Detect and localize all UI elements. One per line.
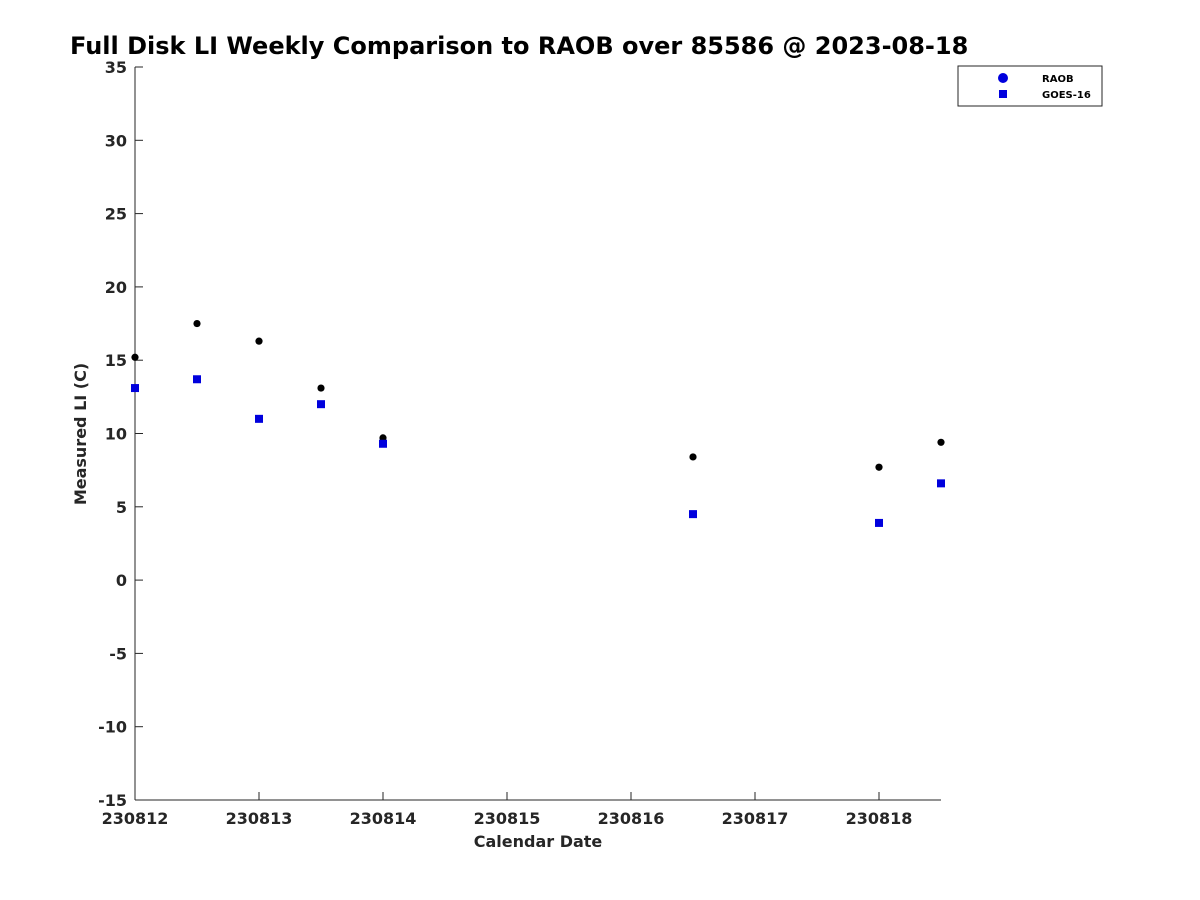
chart-title: Full Disk LI Weekly Comparison to RAOB o… [70, 32, 968, 60]
raob-point [193, 319, 201, 328]
legend-label: GOES-16 [1042, 90, 1091, 101]
y-tick-label: 0 [116, 571, 127, 590]
y-tick-label: 15 [105, 351, 127, 370]
x-tick-label: 230816 [598, 809, 665, 828]
legend-box [957, 65, 1103, 107]
y-tick-label: 5 [116, 498, 127, 517]
y-tick-label: -10 [98, 718, 127, 737]
raob-point [689, 453, 697, 461]
x-tick-label: 230817 [722, 809, 789, 828]
y-tick-label: -15 [98, 791, 127, 810]
y-tick-label: -5 [109, 644, 127, 663]
y-tick-label: 30 [105, 131, 127, 150]
goes-16-point [193, 375, 201, 384]
goes-16-point [255, 414, 263, 423]
raob-point [875, 463, 883, 471]
raob-point [937, 438, 945, 446]
y-tick-label: 10 [105, 425, 127, 444]
data-marks [131, 319, 945, 527]
goes-16-point [689, 510, 697, 519]
goes-16-point [875, 518, 883, 527]
x-tick-label: 230812 [102, 809, 169, 828]
y-axis-label: Measured LI (C) [71, 363, 90, 505]
y-tick-label: 35 [105, 58, 127, 77]
goes-16-point [379, 439, 387, 448]
goes-16-point [317, 400, 325, 409]
raob-point [379, 434, 387, 442]
x-tick-label: 230814 [350, 809, 417, 828]
legend-marker-circle [998, 73, 1008, 83]
x-tick-label: 230813 [226, 809, 293, 828]
raob-point [131, 353, 139, 361]
raob-point [255, 337, 263, 345]
x-axis-label: Calendar Date [474, 832, 603, 851]
axes: -15 -10 -5 0 5 10 15 20 25 30 35 230812 230813 230814… [98, 58, 941, 828]
y-tick-label: 25 [105, 205, 127, 224]
goes-16-point [937, 479, 945, 488]
y-tick-label: 20 [105, 278, 127, 297]
legend-label: RAOB [1042, 74, 1074, 85]
legend-marker-square [999, 90, 1007, 98]
x-tick-label: 230815 [474, 809, 541, 828]
raob-point [317, 384, 325, 392]
x-tick-label: 230818 [846, 809, 913, 828]
legend: RAOB GOES-16 [957, 65, 1103, 107]
goes-16-point [131, 384, 139, 393]
